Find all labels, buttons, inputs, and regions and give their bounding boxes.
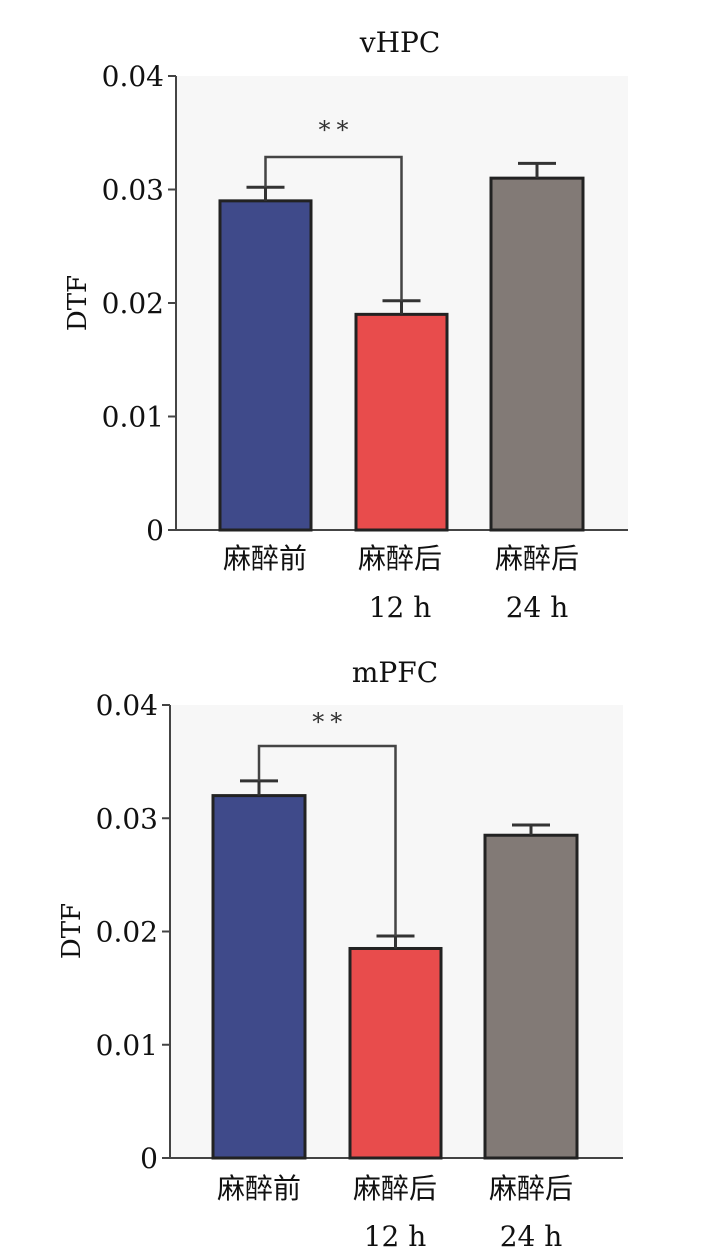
x-tick-label-line2: 12 h	[369, 591, 432, 624]
x-tick-label-line2: 24 h	[506, 591, 569, 624]
bar	[354, 312, 449, 532]
chart-title: mPFC	[352, 656, 438, 689]
y-tick-label: 0	[146, 514, 164, 547]
bar	[348, 946, 443, 1160]
x-tick-label: 麻醉后	[495, 542, 579, 575]
x-tick-label: 麻醉后	[353, 1172, 437, 1205]
significance-label: **	[319, 116, 355, 144]
y-tick-label: 0.04	[96, 689, 158, 722]
x-tick-label: 麻醉后	[358, 542, 442, 575]
x-tick-label: 麻醉后	[489, 1172, 573, 1205]
chart-panel-mpfc: mPFC DTF 0 0.01 0.02 0.03 0.04 ** 麻醉前 麻醉后 12 h 麻醉后 2…	[57, 656, 623, 1253]
y-axis-label: DTF	[57, 903, 87, 959]
y-tick-label: 0	[140, 1142, 158, 1175]
x-tick-label: 麻醉前	[223, 542, 307, 575]
significance-bracket	[264, 155, 403, 301]
y-tick-label: 0.04	[102, 60, 164, 93]
significance-label: **	[312, 708, 348, 736]
x-tick-label: 麻醉前	[217, 1172, 301, 1205]
bar	[489, 176, 585, 532]
significance-bracket	[257, 744, 397, 937]
y-tick-label: 0.01	[102, 401, 164, 434]
x-tick-label-line2: 24 h	[500, 1220, 563, 1253]
bar	[211, 794, 307, 1160]
y-tick-label: 0.03	[102, 174, 164, 207]
bar	[483, 833, 579, 1160]
y-tick-label: 0.03	[96, 802, 158, 835]
y-tick-label: 0.02	[96, 916, 158, 949]
y-tick-label: 0.01	[96, 1029, 158, 1062]
y-tick-label: 0.02	[102, 287, 164, 320]
chart-panel-vhpc: vHPC DTF 0 0.01 0.02 0.03 0.04 ** 麻醉前 麻醉后 12 h 麻醉后 2…	[63, 26, 628, 624]
chart-title: vHPC	[359, 26, 441, 59]
x-tick-label-line2: 12 h	[364, 1220, 427, 1253]
bar	[218, 199, 313, 532]
y-axis-label: DTF	[63, 275, 93, 331]
